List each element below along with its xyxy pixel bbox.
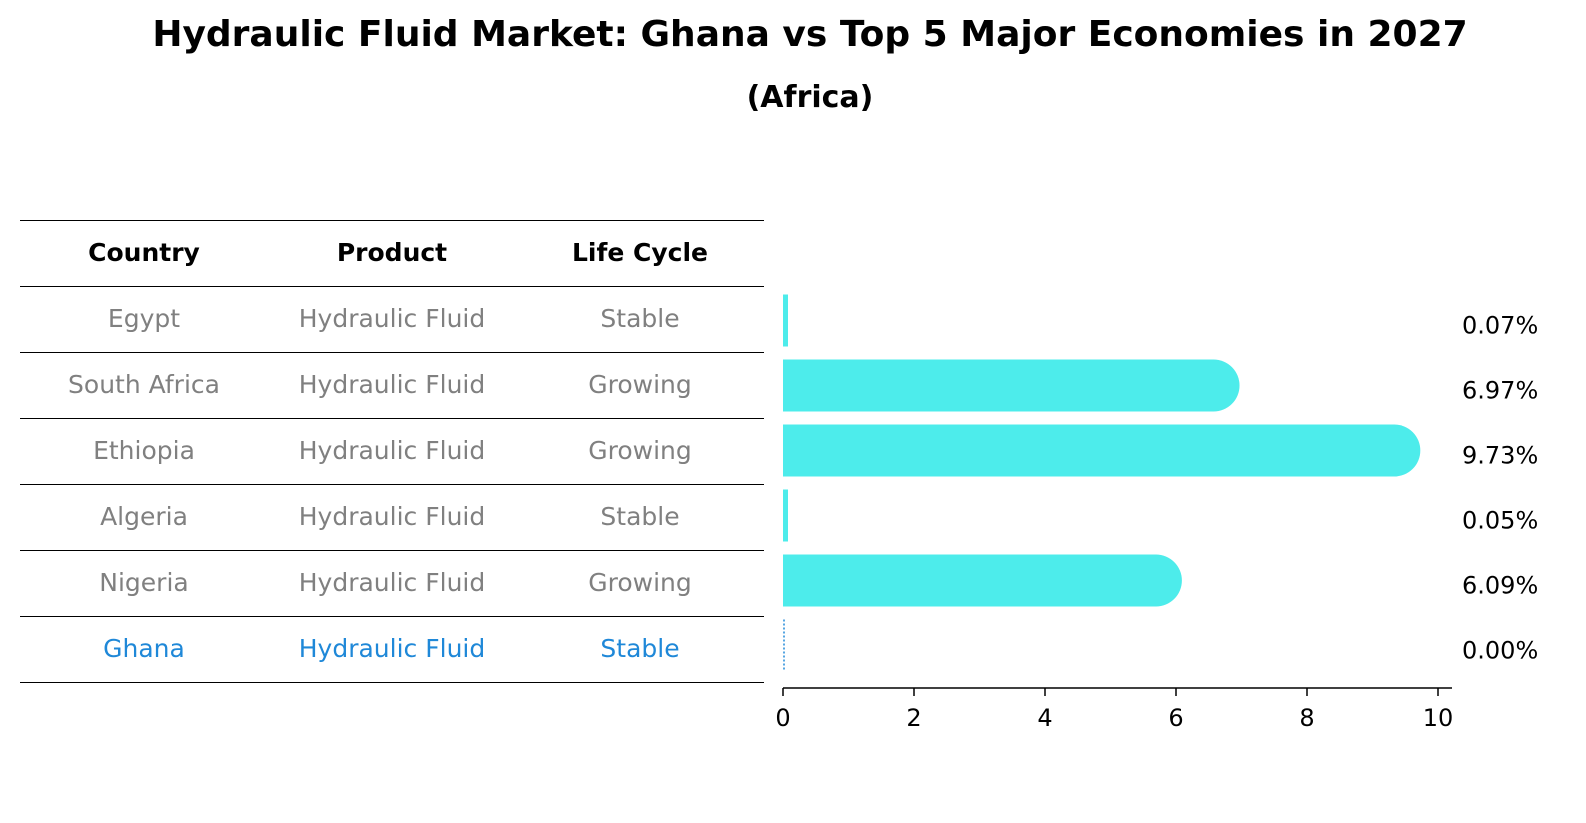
table-rule: [20, 484, 764, 485]
table-cell-country: Nigeria: [99, 568, 189, 597]
table-rule: [20, 220, 764, 221]
table-header-country: Country: [88, 238, 200, 267]
table-rule: [20, 418, 764, 419]
table-rule: [20, 682, 764, 683]
bar-algeria: [783, 489, 788, 542]
x-tick-label: 0: [775, 704, 790, 732]
table-header-life-cycle: Life Cycle: [571, 238, 709, 267]
table-cell-product: Hydraulic Fluid: [298, 568, 486, 597]
table-cell-life-cycle: Growing: [588, 436, 692, 465]
table-rule: [20, 352, 764, 353]
x-tick-label: 6: [1168, 704, 1183, 732]
x-tick-label: 4: [1037, 704, 1052, 732]
table-rule: [20, 616, 764, 617]
x-tick-label: 10: [1423, 704, 1454, 732]
bar-south-africa: [783, 359, 1240, 412]
bar-egypt: [783, 294, 788, 347]
table-cell-country: Ethiopia: [93, 436, 195, 465]
table-cell-country: South Africa: [68, 370, 220, 399]
table-cell-product: Hydraulic Fluid: [298, 370, 486, 399]
table-cell-product-highlight: Hydraulic Fluid: [298, 634, 486, 663]
value-label: 0.07%: [1462, 312, 1538, 340]
value-label: 6.97%: [1462, 377, 1538, 405]
table-cell-product: Hydraulic Fluid: [298, 436, 486, 465]
table-cell-country-highlight: Ghana: [103, 634, 185, 663]
bar-nigeria: [783, 554, 1182, 607]
value-label: 9.73%: [1462, 442, 1538, 470]
table-cell-life-cycle: Growing: [588, 370, 692, 399]
bar-ethiopia: [783, 424, 1421, 477]
table-cell-country: Egypt: [107, 304, 181, 333]
table-cell-product: Hydraulic Fluid: [298, 502, 486, 531]
x-tick-label: 2: [906, 704, 921, 732]
value-label: 6.09%: [1462, 572, 1538, 600]
table-header-product: Product: [336, 238, 448, 267]
x-tick-label: 8: [1299, 704, 1314, 732]
bar-chart: 0.07% 6.97% 9.73% 0.05% 6.09% 0.00% 0 2 4 6 8 10: [775, 294, 1538, 732]
value-label: 0.05%: [1462, 507, 1538, 535]
table-cell-life-cycle: Growing: [588, 568, 692, 597]
table-rule: [20, 286, 764, 287]
table-cell-country: Algeria: [100, 502, 188, 531]
table-cell-life-cycle-highlight: Stable: [600, 634, 680, 663]
table-cell-life-cycle: Stable: [600, 502, 680, 531]
value-label: 0.00%: [1462, 637, 1538, 665]
table-cell-product: Hydraulic Fluid: [298, 304, 486, 333]
table-cell-life-cycle: Stable: [600, 304, 680, 333]
chart-subtitle: (Africa): [746, 80, 874, 115]
chart-title: Hydraulic Fluid Market: Ghana vs Top 5 M…: [152, 14, 1468, 55]
table-rule: [20, 550, 764, 551]
